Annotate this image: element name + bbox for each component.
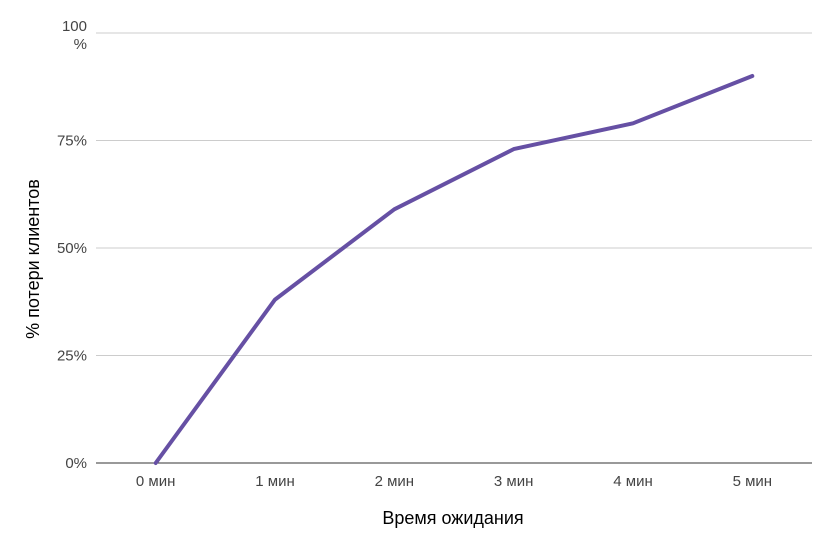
x-tick-label: 5 мин (733, 473, 773, 490)
x-tick-label: 2 мин (375, 473, 415, 490)
data-point (274, 299, 276, 301)
y-axis-title: % потери клиентов (23, 179, 43, 339)
y-tick-label: 0% (65, 455, 87, 472)
x-tick-label: 1 мин (255, 473, 295, 490)
data-point (751, 75, 753, 77)
x-tick-label: 4 мин (613, 473, 653, 490)
x-axis-title: Время ожидания (382, 508, 523, 528)
data-point (393, 208, 395, 210)
y-tick-label: 75% (57, 133, 87, 150)
x-tick-label: 3 мин (494, 473, 534, 490)
series-layer (153, 74, 755, 465)
y-tick-label: 50% (57, 240, 87, 257)
y-tick-label: 100% (62, 18, 87, 53)
series-line (153, 74, 755, 465)
tick-labels: 0% 25% 50% 75% 100 % 0 мин 1 мин 2 мин 3 мин 4 мин… (57, 18, 772, 490)
data-point (513, 148, 515, 150)
x-tick-label: 0 мин (136, 473, 176, 490)
data-point (632, 122, 634, 124)
gridlines (96, 32, 812, 356)
y-tick-label: 25% (57, 348, 87, 365)
data-point (155, 462, 157, 464)
